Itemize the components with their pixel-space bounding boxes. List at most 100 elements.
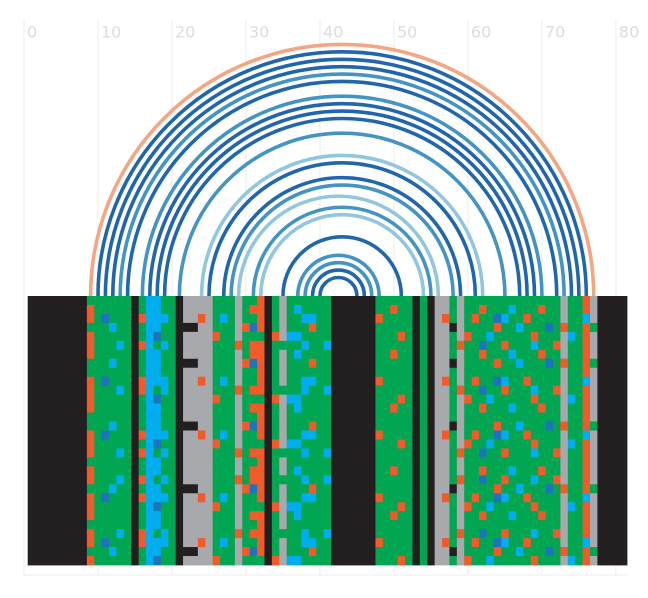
alignment-cell bbox=[479, 385, 487, 396]
alignment-cell bbox=[604, 367, 613, 378]
alignment-cell bbox=[412, 340, 421, 351]
alignment-cell bbox=[220, 403, 228, 413]
alignment-cell bbox=[338, 367, 347, 378]
alignment-cell bbox=[57, 448, 66, 458]
base-pair-arc bbox=[118, 72, 566, 297]
alignment-cell bbox=[264, 385, 273, 396]
alignment-cell bbox=[604, 385, 613, 396]
alignment-cell bbox=[79, 448, 88, 458]
alignment-cell bbox=[501, 502, 510, 512]
alignment-cell bbox=[427, 403, 436, 413]
alignment-cell bbox=[471, 349, 480, 360]
alignment-cell bbox=[35, 304, 43, 315]
alignment-cell bbox=[523, 556, 532, 566]
alignment-cell bbox=[538, 394, 547, 404]
alignment-cell bbox=[553, 367, 561, 378]
alignment-cell bbox=[516, 466, 524, 476]
alignment-cell bbox=[35, 529, 43, 539]
alignment-cell bbox=[405, 475, 413, 485]
alignment-cell bbox=[301, 475, 310, 485]
alignment-cell bbox=[116, 439, 125, 449]
alignment-cell bbox=[109, 430, 117, 440]
alignment-cell bbox=[190, 376, 199, 387]
alignment-cell bbox=[257, 313, 265, 324]
alignment-cell bbox=[545, 493, 554, 503]
alignment-cell bbox=[294, 322, 302, 333]
alignment-cell bbox=[316, 439, 325, 449]
alignment-cell bbox=[183, 376, 191, 387]
alignment-cell bbox=[146, 475, 154, 485]
alignment-cell bbox=[456, 412, 465, 422]
alignment-cell bbox=[619, 322, 628, 333]
alignment-cell bbox=[35, 358, 43, 369]
alignment-cell bbox=[79, 349, 88, 360]
alignment-cell bbox=[212, 331, 221, 342]
alignment-cell bbox=[545, 394, 554, 404]
alignment-cell bbox=[397, 349, 406, 360]
alignment-cell bbox=[271, 520, 280, 530]
alignment-cell bbox=[308, 394, 317, 404]
alignment-cell bbox=[153, 367, 162, 378]
alignment-cell bbox=[553, 313, 561, 324]
alignment-cell bbox=[479, 430, 487, 440]
alignment-cell bbox=[109, 349, 117, 360]
alignment-cell bbox=[131, 457, 140, 467]
alignment-cell bbox=[516, 547, 524, 557]
alignment-cell bbox=[94, 412, 103, 422]
alignment-cell bbox=[375, 322, 384, 333]
alignment-cell bbox=[257, 412, 265, 422]
alignment-cell bbox=[183, 493, 191, 503]
alignment-cell bbox=[183, 475, 191, 485]
alignment-cell bbox=[493, 556, 502, 566]
alignment-cell bbox=[590, 538, 598, 548]
alignment-cell bbox=[197, 340, 206, 351]
alignment-cell bbox=[227, 430, 236, 440]
alignment-cell bbox=[131, 502, 140, 512]
alignment-cell bbox=[116, 457, 125, 467]
alignment-cell bbox=[516, 349, 524, 360]
alignment-cell bbox=[368, 466, 376, 476]
alignment-cell bbox=[72, 484, 80, 494]
alignment-cell bbox=[464, 394, 473, 404]
alignment-cell bbox=[345, 511, 354, 521]
alignment-cell bbox=[323, 367, 332, 378]
alignment-cell bbox=[316, 457, 325, 467]
alignment-cell bbox=[35, 493, 43, 503]
alignment-cell bbox=[116, 376, 125, 387]
alignment-cell bbox=[49, 448, 58, 458]
alignment-cell bbox=[197, 547, 206, 557]
alignment-cell bbox=[612, 331, 621, 342]
alignment-cell bbox=[545, 403, 554, 413]
alignment-cell bbox=[123, 340, 132, 351]
alignment-cell bbox=[405, 493, 413, 503]
alignment-cell bbox=[464, 349, 473, 360]
alignment-cell bbox=[604, 448, 613, 458]
alignment-cell bbox=[35, 538, 43, 548]
alignment-cell bbox=[146, 313, 154, 324]
alignment-cell bbox=[197, 296, 206, 306]
alignment-cell bbox=[94, 340, 103, 351]
alignment-cell bbox=[508, 313, 517, 324]
alignment-cell bbox=[612, 385, 621, 396]
alignment-cell bbox=[619, 421, 628, 431]
alignment-cell bbox=[271, 502, 280, 512]
alignment-cell bbox=[249, 376, 258, 387]
alignment-cell bbox=[493, 511, 502, 521]
alignment-cell bbox=[582, 340, 591, 351]
alignment-cell bbox=[493, 475, 502, 485]
alignment-cell bbox=[57, 376, 66, 387]
alignment-cell bbox=[530, 385, 539, 396]
alignment-cell bbox=[516, 304, 524, 315]
alignment-cell bbox=[72, 556, 80, 566]
alignment-cell bbox=[131, 439, 140, 449]
alignment-cell bbox=[331, 394, 339, 404]
alignment-cell bbox=[279, 529, 288, 539]
alignment-cell bbox=[227, 502, 236, 512]
alignment-cell bbox=[375, 367, 384, 378]
alignment-cell bbox=[582, 538, 591, 548]
alignment-cell bbox=[146, 331, 154, 342]
alignment-cell bbox=[175, 349, 184, 360]
alignment-cell bbox=[205, 484, 214, 494]
alignment-cell bbox=[316, 322, 325, 333]
alignment-cell bbox=[72, 385, 80, 396]
